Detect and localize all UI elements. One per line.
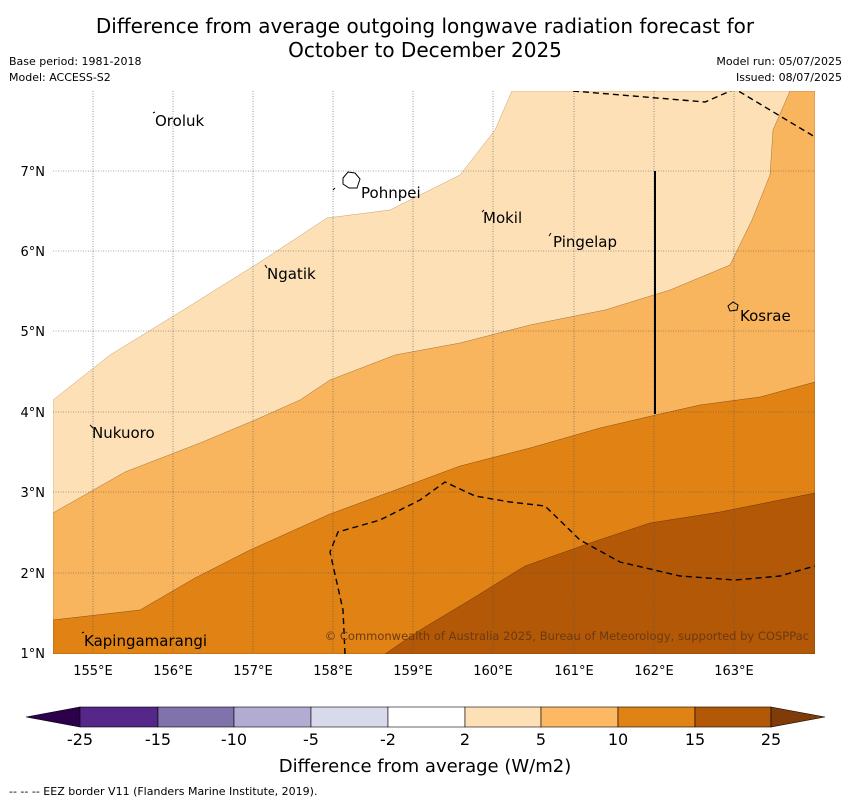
colorbar-segment	[157, 706, 235, 728]
pohnpei-island	[342, 171, 361, 189]
colorbar-tick-label: -15	[145, 730, 171, 749]
lon-tick-label: 156°E	[153, 664, 193, 679]
colorbar-tick-label: 2	[460, 730, 470, 749]
lon-tick-label: 160°E	[473, 664, 513, 679]
lat-tick-label: 4°N	[21, 406, 46, 421]
map-gridlines	[53, 91, 815, 654]
colorbar-segment	[79, 706, 159, 728]
colorbar-tick-label: 15	[685, 730, 705, 749]
lon-tick-label: 155°E	[73, 664, 113, 679]
lon-tick-label: 163°E	[714, 664, 754, 679]
place-label-oroluk: Oroluk	[155, 112, 204, 130]
title-line-2: October to December 2025	[288, 38, 562, 62]
lon-tick-label: 162°E	[634, 664, 674, 679]
colorbar-segment	[310, 706, 389, 728]
colorbar-low-arrow	[25, 706, 81, 728]
model-run: Model run: 05/07/2025	[716, 55, 842, 68]
place-label-kapingamarangi: Kapingamarangi	[84, 632, 207, 650]
place-label-ngatik: Ngatik	[267, 265, 316, 283]
lat-tick-label: 7°N	[21, 165, 46, 180]
place-label-pingelap: Pingelap	[553, 233, 617, 251]
meta-right: Model run: 05/07/2025 Issued: 08/07/2025	[716, 54, 842, 86]
eez-borders	[329, 91, 815, 654]
colorbar-tick-label: 25	[761, 730, 781, 749]
lat-tick-label: 1°N	[21, 647, 46, 662]
colorbar-segment	[464, 706, 542, 728]
lon-tick-label: 159°E	[393, 664, 433, 679]
lat-tick-label: 2°N	[21, 567, 46, 582]
contour-15-25	[384, 492, 815, 654]
place-label-pohnpei: Pohnpei	[361, 184, 421, 202]
colorbar-tick-label: 5	[536, 730, 546, 749]
colorbar-tick-labels: -25 -15 -10 -5 -2 2 5 10 15 25	[67, 730, 781, 749]
colorbar	[25, 706, 826, 728]
lat-tick-label: 3°N	[21, 486, 46, 501]
lat-tick-label: 5°N	[21, 325, 46, 340]
issued-date: Issued: 08/07/2025	[735, 71, 842, 84]
colorbar-tick-label: -5	[303, 730, 319, 749]
lat-tick-label: 6°N	[21, 245, 46, 260]
place-label-kosrae: Kosrae	[740, 307, 791, 325]
copyright-text: © Commonwealth of Australia 2025, Bureau…	[325, 629, 809, 643]
lon-tick-label: 158°E	[313, 664, 353, 679]
island-shapes	[81, 111, 739, 634]
place-label-nukuoro: Nukuoro	[92, 424, 155, 442]
place-labels: Oroluk Pohnpei Mokil Pingelap Ngatik Kos…	[84, 112, 791, 650]
colorbar-segment	[694, 706, 772, 728]
lon-tick-labels: 155°E 156°E 157°E 158°E 159°E 160°E 161°…	[73, 664, 754, 679]
kosrae-island	[727, 301, 739, 312]
colorbar-high-arrow	[770, 706, 826, 728]
colorbar-axis-label: Difference from average (W/m2)	[279, 756, 571, 777]
map-plot-area	[53, 91, 815, 654]
eez-footnote: -- -- -- EEZ border V11 (Flanders Marine…	[9, 785, 318, 798]
place-label-mokil: Mokil	[483, 209, 522, 227]
map-title: Difference from average outgoing longwav…	[0, 14, 850, 62]
title-line-1: Difference from average outgoing longwav…	[95, 14, 755, 38]
meta-left: Base period: 1981-2018 Model: ACCESS-S2	[9, 54, 141, 86]
colorbar-tick-label: -2	[380, 730, 396, 749]
colorbar-tick-label: 10	[608, 730, 628, 749]
colorbar-tick-label: -25	[67, 730, 93, 749]
lon-tick-label: 161°E	[554, 664, 594, 679]
colorbar-segment	[233, 706, 312, 728]
colorbar-segment	[387, 706, 466, 728]
colorbar-segment	[617, 706, 696, 728]
base-period: Base period: 1981-2018	[9, 55, 142, 68]
lon-tick-label: 157°E	[233, 664, 273, 679]
model-name: Model: ACCESS-S2	[9, 71, 111, 84]
lat-tick-labels: 7°N 6°N 5°N 4°N 3°N 2°N 1°N	[21, 165, 46, 662]
colorbar-tick-label: -10	[221, 730, 247, 749]
colorbar-segment	[540, 706, 619, 728]
